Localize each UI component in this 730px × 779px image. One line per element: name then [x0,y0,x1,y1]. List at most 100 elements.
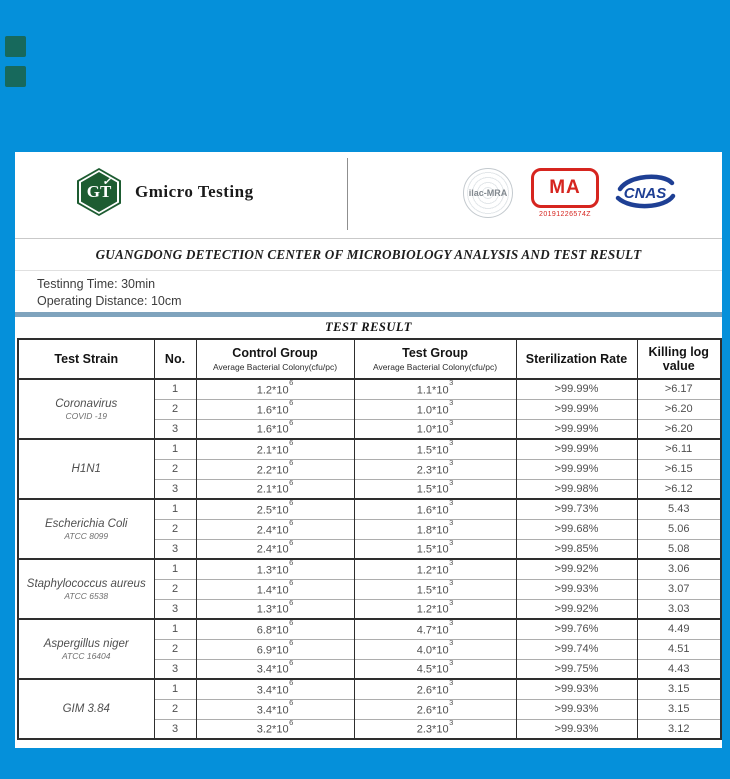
sterilization-rate-cell: >99.93% [515,718,637,739]
result-row: 3 3.2*106 2.3*103 >99.93% 3.12 [18,718,721,739]
no-cell: 1 [153,378,196,399]
test-value-cell: 4.5*103 [353,658,516,679]
killing-log-cell: 5.43 [636,498,721,519]
test-value-cell: 2.3*103 [353,718,516,739]
result-row: Coronavirus COVID -19 1 1.2*106 1.1*103 >99.9… [17,378,721,439]
control-value-cell: 6.9*106 [195,638,354,659]
table-caption: TEST RESULT [325,320,412,334]
floating-square-button-1[interactable] [5,36,26,57]
sterilization-rate-cell: >99.98% [515,478,637,499]
killing-log-cell: 3.03 [636,598,721,619]
test-value-cell: 1.5*103 [353,578,516,599]
ilac-mra-label: ilac-MRA [468,188,508,198]
sterilization-rate-cell: >99.99% [515,418,637,439]
sterilization-rate-cell: >99.68% [515,518,637,539]
result-row: GIM 3.84 1 3.4*106 2.6*103 >99.93% 3.15 [17,678,721,739]
test-value-cell: 1.8*103 [353,518,516,539]
no-cell: 2 [153,518,196,539]
control-value-cell: 2.1*106 [195,478,354,499]
sterilization-rate-cell: >99.93% [515,698,637,719]
no-cell: 1 [153,438,196,459]
killing-log-cell: 4.43 [636,658,721,679]
test-value-cell: 1.2*103 [353,558,516,579]
killing-log-cell: >6.11 [636,438,721,459]
control-value-cell: 3.4*106 [195,678,354,699]
control-value-cell: 2.2*106 [195,458,354,479]
strain-cell: Escherichia Coli ATCC 8099 [17,498,154,559]
sterilization-rate-cell: >99.93% [515,678,637,699]
no-cell: 1 [153,618,196,639]
control-value-cell: 2.1*106 [195,438,354,459]
sterilization-rate-cell: >99.92% [515,558,637,579]
test-value-cell: 2.6*103 [353,678,516,699]
cma-label: MA [549,177,581,198]
killing-log-cell: 4.49 [636,618,721,639]
sterilization-rate-cell: >99.93% [515,578,637,599]
strain-cell: GIM 3.84 [17,678,154,739]
no-cell: 3 [153,478,196,499]
report-header: GT ✓ Gmicro Testing ilac-MRA MA 20191226… [15,152,722,239]
killing-log-cell: >6.20 [636,398,721,419]
company-name: Gmicro Testing [135,182,254,201]
test-value-cell: 2.3*103 [353,458,516,479]
control-value-cell: 1.3*106 [195,558,354,579]
report-document: GT ✓ Gmicro Testing ilac-MRA MA 20191226… [15,152,722,748]
results-table-body: Coronavirus COVID -19 1 1.2*106 1.1*103 >99.9… [17,378,721,739]
control-value-cell: 1.6*106 [195,398,354,419]
col-test-group: Test Group Average Bacterial Colony(cfu/… [353,339,516,380]
control-value-cell: 1.6*106 [195,418,354,439]
col-test-strain: Test Strain [17,339,154,380]
strain-cell: Aspergillus niger ATCC 16404 [17,618,154,679]
cnas-mark-icon: CNAS [613,172,677,212]
result-row: 2 1.4*106 1.5*103 >99.93% 3.07 [18,578,721,599]
control-group-subheader: Average Bacterial Colony(cfu/pc) [212,362,338,372]
sterilization-rate-cell: >99.85% [515,538,637,559]
result-row: 2 2.4*106 1.8*103 >99.68% 5.06 [18,518,721,539]
sterilization-rate-cell: >99.73% [515,498,637,519]
result-row: Staphylococcus aureus ATCC 6538 1 1.3*106 1.… [17,558,721,619]
no-cell: 3 [153,538,196,559]
control-value-cell: 2.5*106 [195,498,354,519]
floating-square-button-2[interactable] [5,66,26,87]
strain-cell: Coronavirus COVID -19 [17,378,154,439]
test-value-cell: 1.5*103 [353,538,516,559]
control-value-cell: 1.2*106 [195,378,354,399]
control-value-cell: 3.4*106 [195,658,354,679]
test-value-cell: 4.7*103 [353,618,516,639]
test-value-cell: 1.2*103 [353,598,516,619]
killing-log-cell: 3.15 [636,698,721,719]
no-cell: 2 [153,638,196,659]
test-value-cell: 1.1*103 [353,378,516,399]
result-row: 3 1.6*106 1.0*103 >99.99% >6.20 [18,418,721,439]
table-header-row: Test Strain No. Control Group Average Ba… [17,339,721,380]
test-group-subheader: Average Bacterial Colony(cfu/pc) [372,362,498,372]
gmicro-logo-icon: GT ✓ [77,168,121,216]
test-value-cell: 1.6*103 [353,498,516,519]
strain-cell: H1N1 [17,438,154,499]
sterilization-rate-cell: >99.76% [515,618,637,639]
test-value-cell: 1.0*103 [353,418,516,439]
no-cell: 3 [153,658,196,679]
control-value-cell: 6.8*106 [195,618,354,639]
control-value-cell: 3.4*106 [195,698,354,719]
test-value-cell: 2.6*103 [353,698,516,719]
logo-initials: GT [86,182,112,201]
col-sterilization-rate: Sterilization Rate [515,339,637,380]
results-table: Test Strain No. Control Group Average Ba… [17,338,722,740]
killing-log-cell: >6.15 [636,458,721,479]
col-killing-log-value: Killing log value [636,339,721,380]
operating-distance-text: Operating Distance: 10cm [37,294,182,308]
no-cell: 2 [153,458,196,479]
no-cell: 3 [153,598,196,619]
test-value-cell: 1.5*103 [353,478,516,499]
sterilization-rate-cell: >99.99% [515,398,637,419]
result-row: 3 1.3*106 1.2*103 >99.92% 3.03 [18,598,721,619]
sterilization-rate-cell: >99.75% [515,658,637,679]
result-row: 2 6.9*106 4.0*103 >99.74% 4.51 [18,638,721,659]
report-title: GUANGDONG DETECTION CENTER OF MICROBIOLO… [15,239,722,271]
test-conditions: Testinng Time: 30min Operating Distance:… [15,271,722,312]
result-row: Escherichia Coli ATCC 8099 1 2.5*106 1.6*103… [17,498,721,559]
col-no: No. [153,339,196,380]
killing-log-cell: 5.06 [636,518,721,539]
killing-log-cell: 3.07 [636,578,721,599]
